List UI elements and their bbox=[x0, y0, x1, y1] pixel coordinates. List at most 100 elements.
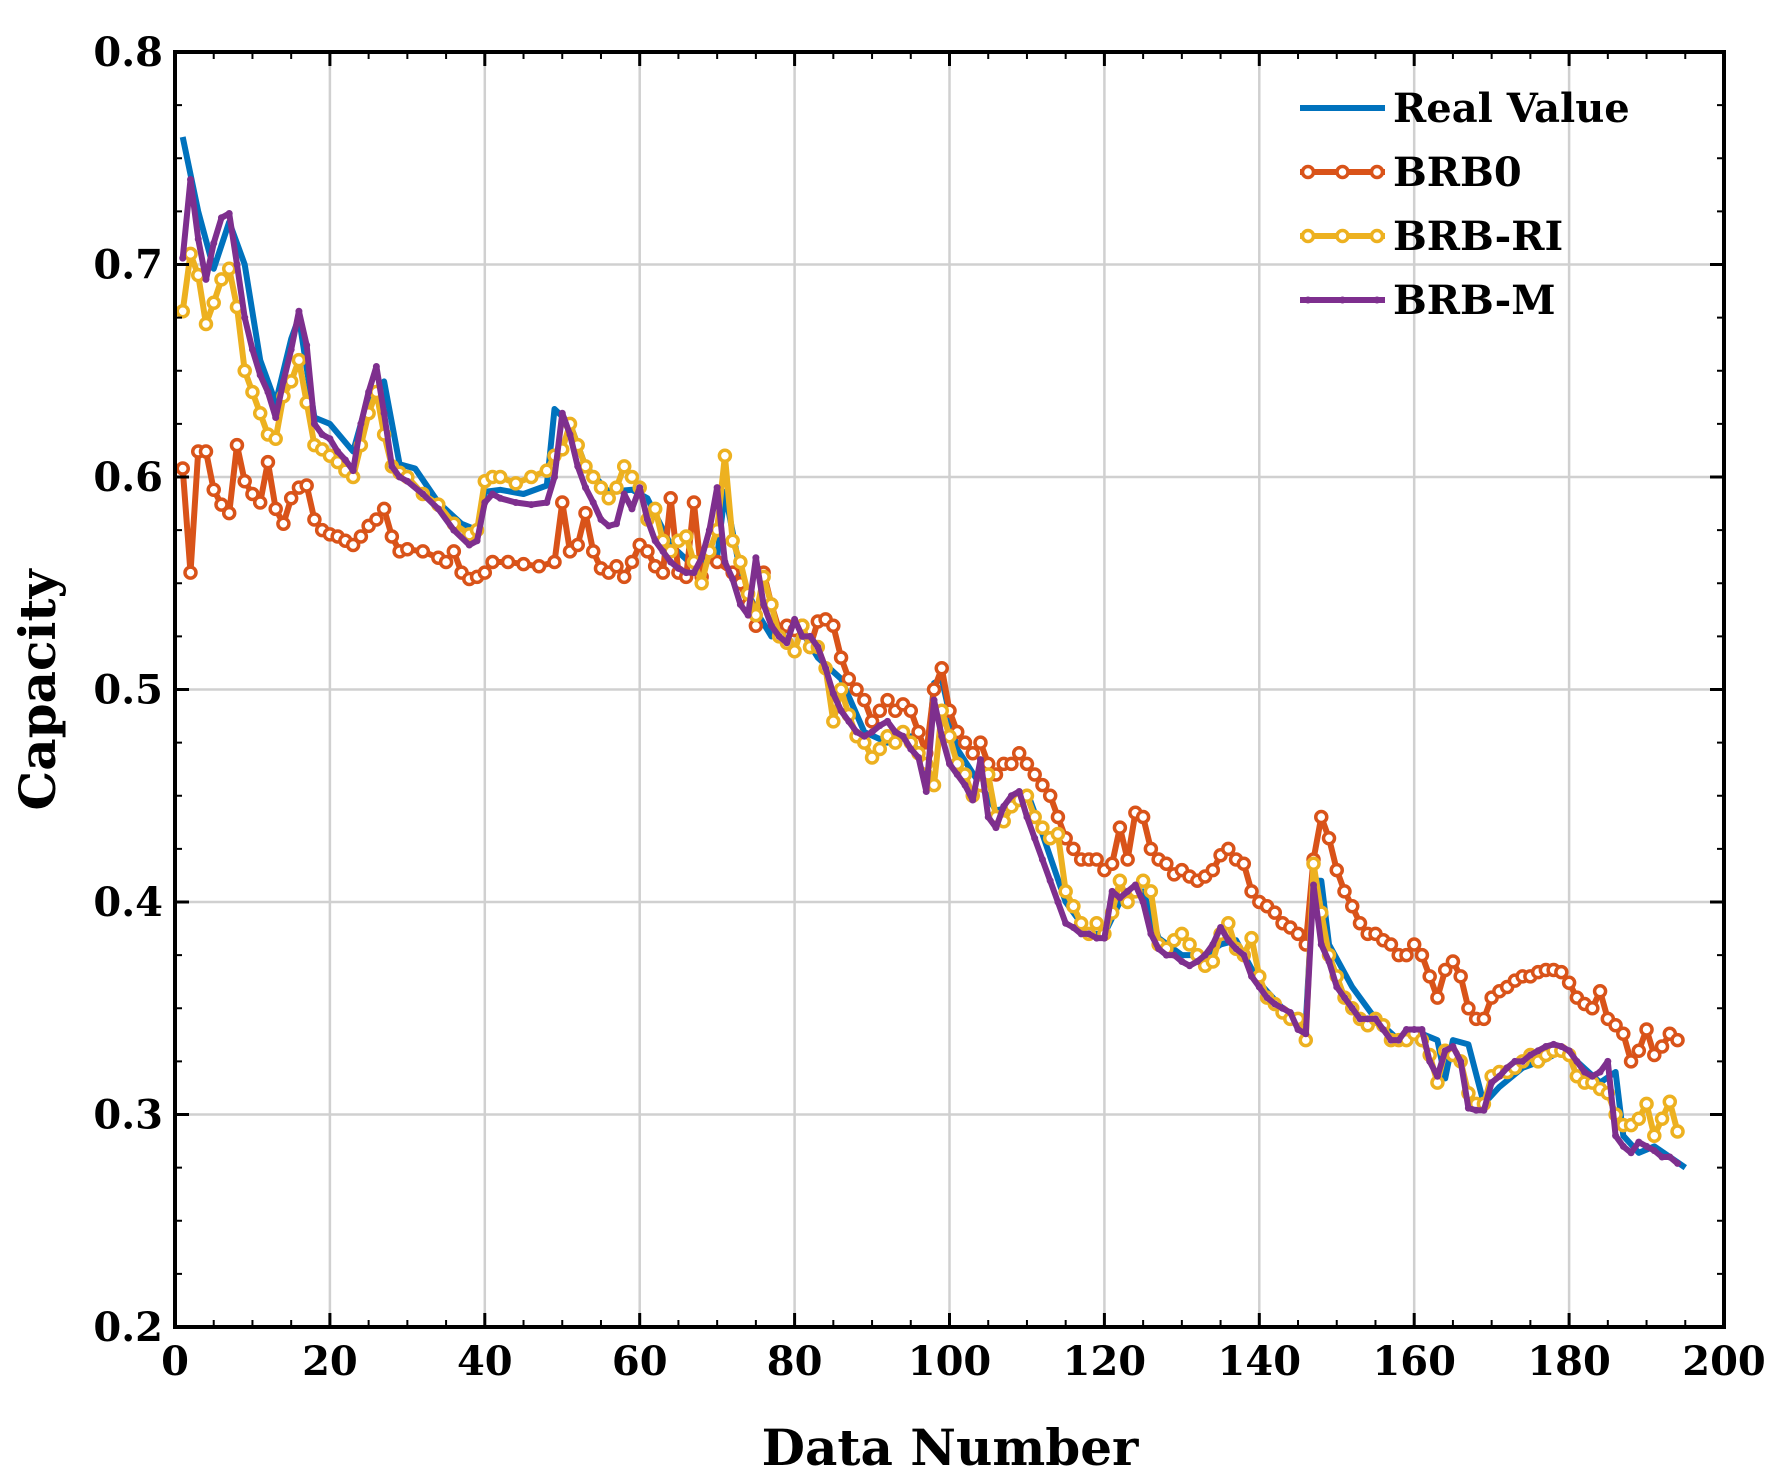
data-point-brb-m bbox=[341, 456, 349, 464]
data-point-brb-ri bbox=[1135, 873, 1151, 888]
data-point-brb-m bbox=[1643, 1142, 1651, 1150]
data-point-brb-m bbox=[1279, 1004, 1287, 1012]
data-point-brb-m bbox=[1170, 951, 1178, 959]
data-point-brb0 bbox=[446, 544, 462, 559]
data-point-brb-m bbox=[1093, 934, 1101, 942]
data-point-brb-m bbox=[551, 473, 559, 481]
legend: Real Value BRB0 BRB-RI BRB-M bbox=[1300, 85, 1630, 324]
data-point-brb-m bbox=[1255, 983, 1263, 991]
data-point-brb0 bbox=[609, 559, 624, 574]
data-point-brb-m bbox=[1511, 1057, 1519, 1065]
data-point-brb-ri bbox=[539, 463, 555, 478]
data-point-brb0 bbox=[1623, 1054, 1639, 1069]
data-point-brb-m bbox=[1418, 1026, 1426, 1033]
data-point-brb-m bbox=[496, 494, 504, 502]
data-point-brb-m bbox=[574, 462, 582, 470]
data-point-brb-ri bbox=[888, 735, 903, 750]
data-point-brb0 bbox=[1352, 916, 1368, 931]
data-point-brb0 bbox=[438, 554, 454, 570]
legend-label: Real Value bbox=[1393, 85, 1630, 132]
data-point-brb-m bbox=[256, 371, 264, 379]
data-point-brb-m bbox=[736, 601, 744, 608]
data-point-brb-m bbox=[1155, 945, 1163, 953]
data-point-brb0 bbox=[214, 497, 229, 512]
data-point-brb0 bbox=[1004, 756, 1019, 772]
y-tick-label: 0.8 bbox=[93, 29, 163, 76]
data-point-brb-m bbox=[512, 499, 520, 506]
data-point-brb0 bbox=[1290, 926, 1306, 942]
data-point-brb0 bbox=[1422, 969, 1437, 984]
data-point-brb-ri bbox=[585, 469, 601, 485]
data-point-brb-ri bbox=[616, 459, 632, 474]
data-point-brb0 bbox=[1670, 1032, 1685, 1048]
data-point-brb0 bbox=[1221, 841, 1236, 857]
data-point-brb-m bbox=[1441, 1047, 1449, 1055]
data-point-brb-m bbox=[1356, 1015, 1364, 1023]
data-point-brb-m bbox=[1348, 1004, 1356, 1012]
data-point-brb-ri bbox=[237, 363, 252, 378]
data-point-brb-m bbox=[938, 732, 946, 740]
data-point-brb0 bbox=[1011, 746, 1027, 761]
data-point-brb-m bbox=[1000, 802, 1008, 810]
data-point-brb-m bbox=[868, 728, 876, 736]
data-point-brb-m bbox=[1108, 887, 1116, 895]
data-point-brb0 bbox=[1329, 862, 1344, 878]
data-point-brb-m bbox=[581, 484, 589, 492]
data-point-brb-m bbox=[380, 409, 388, 417]
data-point-brb-ri bbox=[1089, 916, 1104, 931]
data-point-brb0 bbox=[260, 454, 276, 470]
data-point-brb-m bbox=[984, 813, 992, 821]
data-point-brb-m bbox=[1596, 1068, 1604, 1076]
data-point-brb-m bbox=[1046, 877, 1054, 885]
data-point-brb-m bbox=[1162, 951, 1170, 959]
data-point-brb0 bbox=[369, 512, 384, 527]
data-point-brb-ri bbox=[524, 469, 539, 485]
data-point-brb0 bbox=[1639, 1022, 1654, 1037]
data-point-brb-ri bbox=[206, 295, 221, 310]
data-point-brb-m bbox=[744, 611, 752, 619]
data-point-brb-m bbox=[1224, 936, 1232, 944]
data-point-brb-m bbox=[241, 314, 249, 322]
data-point-brb0 bbox=[1414, 947, 1430, 963]
data-point-brb0 bbox=[1205, 862, 1221, 878]
legend-swatch-marker bbox=[1300, 228, 1316, 244]
data-point-brb-ri bbox=[1112, 873, 1128, 888]
data-point-brb0 bbox=[353, 529, 369, 544]
data-point-brb0 bbox=[864, 714, 880, 729]
data-point-brb0 bbox=[1476, 1011, 1492, 1027]
data-point-brb0 bbox=[857, 692, 872, 708]
data-point-brb-m bbox=[1325, 958, 1333, 965]
data-point-brb-ri bbox=[717, 448, 733, 463]
data-point-brb-ri bbox=[1670, 1124, 1685, 1139]
data-point-brb0 bbox=[709, 554, 725, 570]
data-point-brb-m bbox=[651, 537, 659, 545]
data-point-brb-m bbox=[1387, 1036, 1395, 1044]
data-point-brb-ri bbox=[694, 576, 709, 591]
data-point-brb-ri bbox=[1058, 884, 1073, 899]
data-point-brb0 bbox=[1244, 884, 1259, 899]
data-point-brb-m bbox=[1186, 962, 1194, 970]
data-point-brb-m bbox=[388, 462, 396, 470]
data-point-brb-m bbox=[233, 261, 241, 268]
data-point-brb0 bbox=[345, 537, 361, 553]
data-point-brb0 bbox=[283, 491, 299, 506]
data-point-brb-ri bbox=[1035, 820, 1050, 835]
data-point-brb-m bbox=[1666, 1153, 1674, 1161]
data-point-brb0 bbox=[965, 746, 980, 761]
data-point-brb0 bbox=[198, 444, 214, 459]
data-point-brb-m bbox=[1627, 1149, 1635, 1157]
data-point-brb-m bbox=[930, 696, 938, 704]
data-point-brb0 bbox=[1616, 1026, 1631, 1041]
data-point-brb-m bbox=[1310, 881, 1318, 889]
data-point-brb-m bbox=[217, 214, 225, 222]
data-point-brb-m bbox=[1588, 1072, 1596, 1080]
data-point-brb-m bbox=[179, 254, 187, 262]
data-point-brb0 bbox=[934, 661, 950, 676]
data-point-brb-m bbox=[628, 505, 636, 513]
data-point-brb-m bbox=[1248, 972, 1256, 980]
y-tick-label: 0.7 bbox=[93, 242, 163, 289]
legend-item-real-value: Real Value bbox=[1300, 85, 1630, 132]
data-point-brb-ri bbox=[1647, 1128, 1662, 1143]
data-point-brb0 bbox=[957, 735, 973, 750]
data-point-brb-ri bbox=[1639, 1096, 1654, 1112]
